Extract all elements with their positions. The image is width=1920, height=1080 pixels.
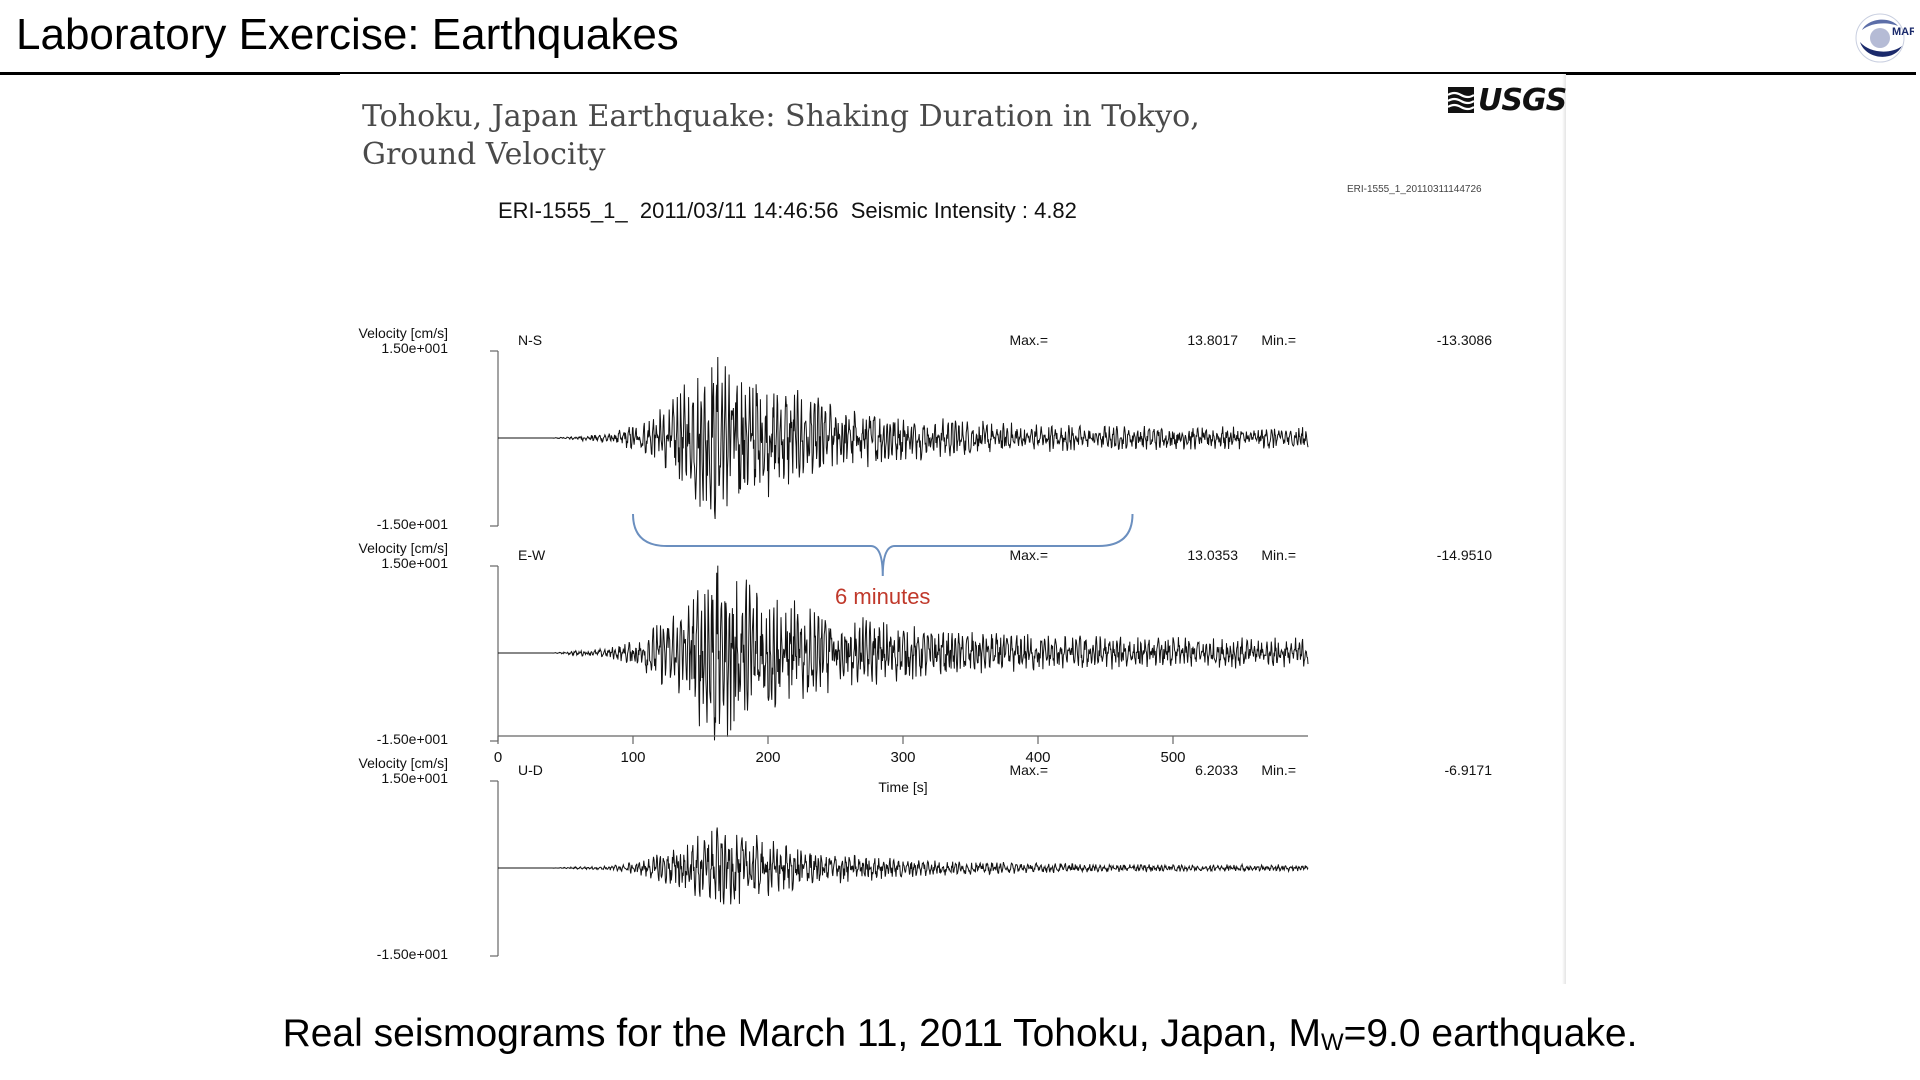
min-label: Min.= bbox=[1261, 762, 1296, 778]
caption: Real seismograms for the March 11, 2011 … bbox=[0, 1012, 1920, 1057]
min-value: -13.3086 bbox=[1437, 332, 1492, 348]
max-label: Max.= bbox=[1009, 762, 1048, 778]
y-max-tick-label: 1.50e+001 bbox=[381, 555, 448, 571]
caption-subscript: W bbox=[1320, 1029, 1344, 1056]
y-axis-label: Velocity [cm/s] bbox=[359, 755, 448, 771]
min-value: -6.9171 bbox=[1445, 762, 1493, 778]
x-tick-label: 100 bbox=[620, 749, 645, 766]
header-divider bbox=[0, 72, 1916, 75]
figure-title-line2: Ground Velocity bbox=[362, 137, 606, 172]
component-label: U-D bbox=[518, 762, 543, 778]
slide-title: Laboratory Exercise: Earthquakes bbox=[16, 10, 679, 59]
caption-suffix: =9.0 earthquake. bbox=[1343, 1012, 1638, 1055]
y-min-tick-label: -1.50e+001 bbox=[377, 516, 448, 532]
usgs-logo-text: USGS bbox=[1478, 82, 1567, 118]
y-min-tick-label: -1.50e+001 bbox=[377, 946, 448, 962]
x-axis-label: Time [s] bbox=[878, 779, 927, 795]
x-tick-label: 0 bbox=[494, 749, 502, 766]
caption-prefix: Real seismograms for the March 11, 2011 … bbox=[282, 1012, 1321, 1055]
y-max-tick-label: 1.50e+001 bbox=[381, 340, 448, 356]
seismogram-figure: USGS Tohoku, Japan Earthquake: Shaking D… bbox=[340, 74, 1567, 984]
duration-annotation: 6 minutes bbox=[835, 584, 930, 609]
usgs-logo: USGS bbox=[1448, 82, 1567, 118]
min-value: -14.9510 bbox=[1437, 547, 1492, 563]
seismogram-chart: Tohoku, Japan Earthquake: Shaking Durati… bbox=[359, 99, 1493, 962]
x-tick-label: 400 bbox=[1025, 749, 1050, 766]
panel-e-w: Velocity [cm/s]1.50e+001 -1.50e+001 E-W Max… bbox=[359, 540, 1493, 747]
y-axis-label: Velocity [cm/s] bbox=[359, 540, 448, 556]
y-min-tick-label: -1.50e+001 bbox=[377, 731, 448, 747]
max-value: 6.2033 bbox=[1195, 762, 1238, 778]
duration-brace bbox=[632, 513, 1134, 577]
figure-edge-shade bbox=[1562, 74, 1566, 984]
y-max-tick-label: 1.50e+001 bbox=[381, 770, 448, 786]
logo-text: MARE bbox=[1892, 26, 1914, 38]
x-tick-label: 200 bbox=[755, 749, 780, 766]
figure-title-line1: Tohoku, Japan Earthquake: Shaking Durati… bbox=[362, 99, 1200, 134]
component-label: N-S bbox=[518, 332, 542, 348]
seismogram-trace-e-w bbox=[498, 565, 1309, 741]
max-label: Max.= bbox=[1009, 332, 1048, 348]
y-axis-label: Velocity [cm/s] bbox=[359, 325, 448, 341]
seismogram-trace-n-s bbox=[498, 356, 1309, 520]
x-tick-label: 300 bbox=[890, 749, 915, 766]
min-label: Min.= bbox=[1261, 332, 1296, 348]
seismogram-trace-u-d bbox=[498, 827, 1309, 905]
panel-u-d: Velocity [cm/s]1.50e+001 -1.50e+001 U-D Max… bbox=[359, 755, 1493, 962]
chart-title: ERI-1555_1_ 2011/03/11 14:46:56 Seismic … bbox=[498, 198, 1077, 223]
max-value: 13.8017 bbox=[1187, 332, 1238, 348]
x-tick-label: 500 bbox=[1160, 749, 1185, 766]
usgs-waves-icon bbox=[1448, 87, 1474, 113]
slide-header: Laboratory Exercise: Earthquakes MARE bbox=[0, 0, 1920, 76]
min-label: Min.= bbox=[1261, 547, 1296, 563]
max-label: Max.= bbox=[1009, 547, 1048, 563]
mare-logo: MARE bbox=[1855, 13, 1914, 63]
panel-n-s: Velocity [cm/s]1.50e+001 -1.50e+001 N-S Max… bbox=[359, 325, 1493, 532]
max-value: 13.0353 bbox=[1187, 547, 1238, 563]
record-id-small: ERI-1555_1_20110311144726 bbox=[1347, 184, 1482, 195]
component-label: E-W bbox=[518, 547, 546, 563]
